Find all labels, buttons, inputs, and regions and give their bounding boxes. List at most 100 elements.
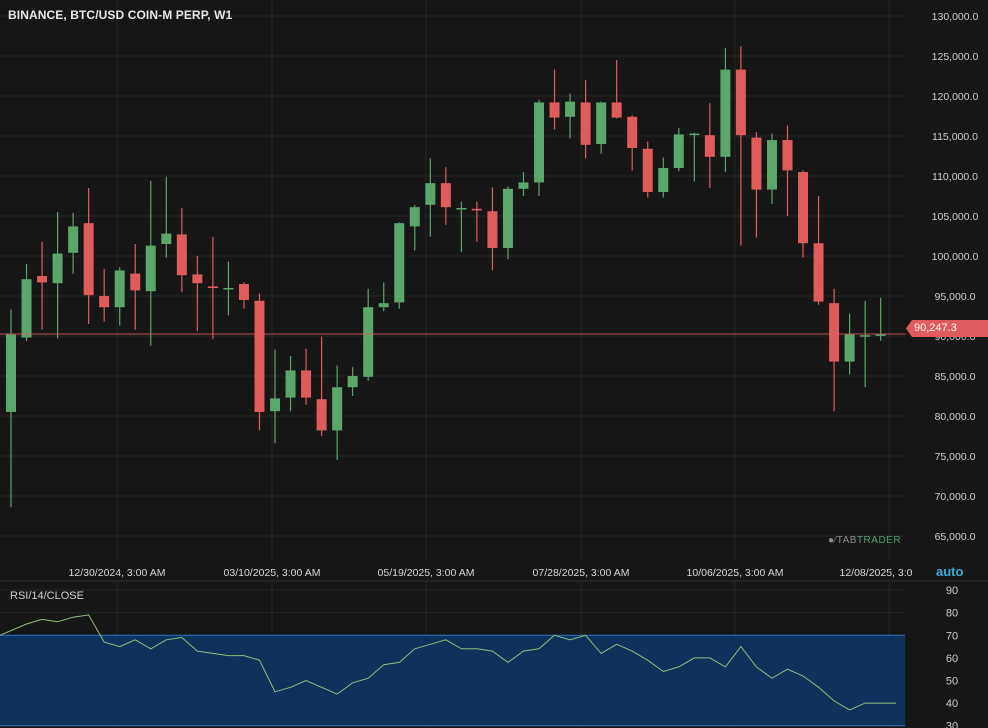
y-tick-label: 65,000.0 <box>935 531 976 543</box>
x-tick-label: 05/19/2025, 3:00 AM <box>378 567 475 579</box>
rsi-title: RSI/14/CLOSE <box>10 590 84 602</box>
candle-body <box>254 300 265 412</box>
candle-body <box>130 273 141 291</box>
candle-body <box>627 116 638 148</box>
rsi-tick-label: 80 <box>946 608 958 620</box>
last-price-label: 90,247.3 <box>914 322 957 334</box>
candle-body <box>642 148 653 192</box>
y-tick-label: 100,000.0 <box>932 251 979 263</box>
candle-body <box>704 135 715 157</box>
candle-body <box>766 140 777 190</box>
y-tick-label: 85,000.0 <box>935 371 976 383</box>
rsi-band <box>0 635 905 726</box>
last-price-tag <box>906 320 988 337</box>
candle-body <box>829 303 840 362</box>
rsi-tick-label: 50 <box>946 676 958 688</box>
rsi-tick-label: 90 <box>946 585 958 597</box>
tabtrader-logo: ●⁄TABTRADER <box>828 535 901 546</box>
y-tick-label: 75,000.0 <box>935 451 976 463</box>
candle-body <box>68 226 79 253</box>
candle-body <box>332 387 343 431</box>
candle-body <box>440 183 451 208</box>
candle-body <box>813 243 824 302</box>
candle-body <box>798 172 809 244</box>
candle-body <box>270 398 281 412</box>
candle-body <box>238 284 249 300</box>
candle-body <box>611 102 622 118</box>
candle-body <box>689 133 700 136</box>
candle-body <box>596 102 607 144</box>
candle-body <box>534 102 545 183</box>
candle-body <box>409 207 420 227</box>
x-axis-labels: 12/30/2024, 3:00 AM 03/10/2025, 3:00 AM 05… <box>69 567 913 579</box>
candle-body <box>192 274 203 284</box>
candle-body <box>394 223 405 303</box>
candle-body <box>425 183 436 205</box>
candle-body <box>471 208 482 211</box>
candle-body <box>37 276 48 283</box>
candle-body <box>487 211 498 248</box>
x-tick-label: 12/08/2025, 3:0 <box>840 567 913 579</box>
logo-suffix: TRADER <box>856 535 902 546</box>
candle-body <box>223 288 234 290</box>
candle-body <box>565 101 576 117</box>
candle-body <box>720 69 731 157</box>
candles[interactable] <box>6 46 886 508</box>
candle-body <box>518 182 529 189</box>
candle-body <box>21 279 32 338</box>
logo-prefix: TAB <box>836 535 857 546</box>
candle-body <box>145 245 156 292</box>
candle-body <box>83 223 94 296</box>
candle-body <box>363 307 374 377</box>
y-tick-label: 125,000.0 <box>932 51 979 63</box>
candle-body <box>301 370 312 398</box>
y-tick-label: 110,000.0 <box>932 171 978 183</box>
rsi-tick-label: 30 <box>946 721 958 728</box>
y-tick-label: 120,000.0 <box>932 91 979 103</box>
rsi-y-axis-labels: 90 80 70 60 50 40 30 <box>946 585 958 728</box>
candle-body <box>658 168 669 192</box>
y-tick-label: 80,000.0 <box>935 411 976 423</box>
candle-body <box>549 102 560 118</box>
candle-body <box>860 335 871 337</box>
candle-body <box>161 233 172 244</box>
x-tick-label: 12/30/2024, 3:00 AM <box>69 567 166 579</box>
candle-body <box>782 140 793 171</box>
rsi-tick-label: 40 <box>946 698 958 710</box>
candle-body <box>844 334 855 362</box>
rsi-panel <box>0 580 988 728</box>
candle-body <box>456 208 467 210</box>
candle-body <box>347 376 358 388</box>
candle-body <box>207 286 218 288</box>
y-tick-label: 95,000.0 <box>935 291 976 303</box>
candle-body <box>52 253 63 284</box>
chart-title: BINANCE, BTC/USD COIN-M PERP, W1 <box>8 8 233 22</box>
candle-body <box>285 370 296 398</box>
x-tick-label: 07/28/2025, 3:00 AM <box>533 567 630 579</box>
candle-body <box>176 234 187 276</box>
y-tick-label: 115,000.0 <box>932 131 978 143</box>
y-tick-label: 70,000.0 <box>935 491 976 503</box>
candle-body <box>735 69 746 136</box>
candle-body <box>502 188 513 248</box>
rsi-tick-label: 70 <box>946 630 958 642</box>
rsi-series-line <box>0 614 897 711</box>
candle-body <box>316 399 327 431</box>
candle-body <box>875 334 886 336</box>
candle-body <box>99 296 110 308</box>
y-axis-labels: 130,000.0 125,000.0 120,000.0 115,000.0 110,… <box>932 11 979 543</box>
auto-scale-button[interactable]: auto <box>936 564 964 579</box>
candle-body <box>378 303 389 308</box>
candle-body <box>114 270 125 308</box>
rsi-tick-label: 60 <box>946 653 958 665</box>
candle-body <box>673 134 684 168</box>
x-tick-label: 03/10/2025, 3:00 AM <box>224 567 321 579</box>
candle-body <box>580 102 591 145</box>
y-tick-label: 105,000.0 <box>932 211 979 223</box>
x-tick-label: 10/06/2025, 3:00 AM <box>687 567 784 579</box>
candle-body <box>6 334 16 412</box>
logo-mark-icon: ●⁄ <box>828 535 837 546</box>
candle-body <box>751 137 762 190</box>
y-tick-label: 130,000.0 <box>932 11 979 23</box>
